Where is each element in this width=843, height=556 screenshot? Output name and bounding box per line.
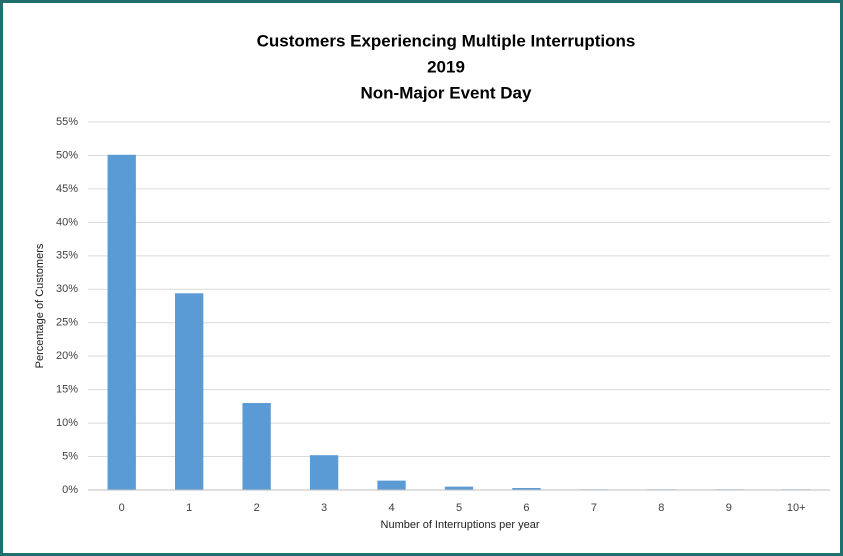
x-tick-label: 8 <box>658 502 664 514</box>
y-tick-label: 10% <box>56 417 78 429</box>
x-tick-label: 4 <box>388 502 394 514</box>
y-tick-label: 5% <box>62 450 78 462</box>
y-tick-label: 50% <box>56 149 78 161</box>
x-tick-label: 6 <box>523 502 529 514</box>
x-tick-label: 5 <box>456 502 462 514</box>
x-tick-label: 0 <box>119 502 125 514</box>
bar <box>175 293 204 490</box>
x-tick-label: 2 <box>254 502 260 514</box>
bar <box>444 486 474 490</box>
x-tick-label: 10+ <box>787 502 806 514</box>
y-tick-label: 15% <box>56 384 78 396</box>
y-tick-label: 40% <box>56 216 78 228</box>
y-tick-label: 55% <box>56 116 78 128</box>
chart-title: Customers Experiencing Multiple Interrup… <box>257 31 636 50</box>
bar <box>107 154 136 490</box>
y-tick-label: 45% <box>56 183 78 195</box>
bar <box>512 487 541 490</box>
y-axis-title: Percentage of Customers <box>34 243 46 368</box>
x-tick-label: 3 <box>321 502 327 514</box>
chart-title: Non-Major Event Day <box>361 83 533 102</box>
y-tick-label: 25% <box>56 317 78 329</box>
x-tick-label: 9 <box>726 502 732 514</box>
x-tick-label: 7 <box>591 502 597 514</box>
y-tick-label: 35% <box>56 250 78 262</box>
x-tick-label: 1 <box>186 502 192 514</box>
chart-title: 2019 <box>427 57 465 76</box>
bar <box>377 480 406 490</box>
bar <box>309 455 339 490</box>
y-tick-label: 0% <box>62 484 78 496</box>
y-tick-label: 20% <box>56 350 78 362</box>
y-tick-label: 30% <box>56 283 78 295</box>
bar <box>242 403 271 490</box>
x-axis-title: Number of Interruptions per year <box>381 519 540 531</box>
